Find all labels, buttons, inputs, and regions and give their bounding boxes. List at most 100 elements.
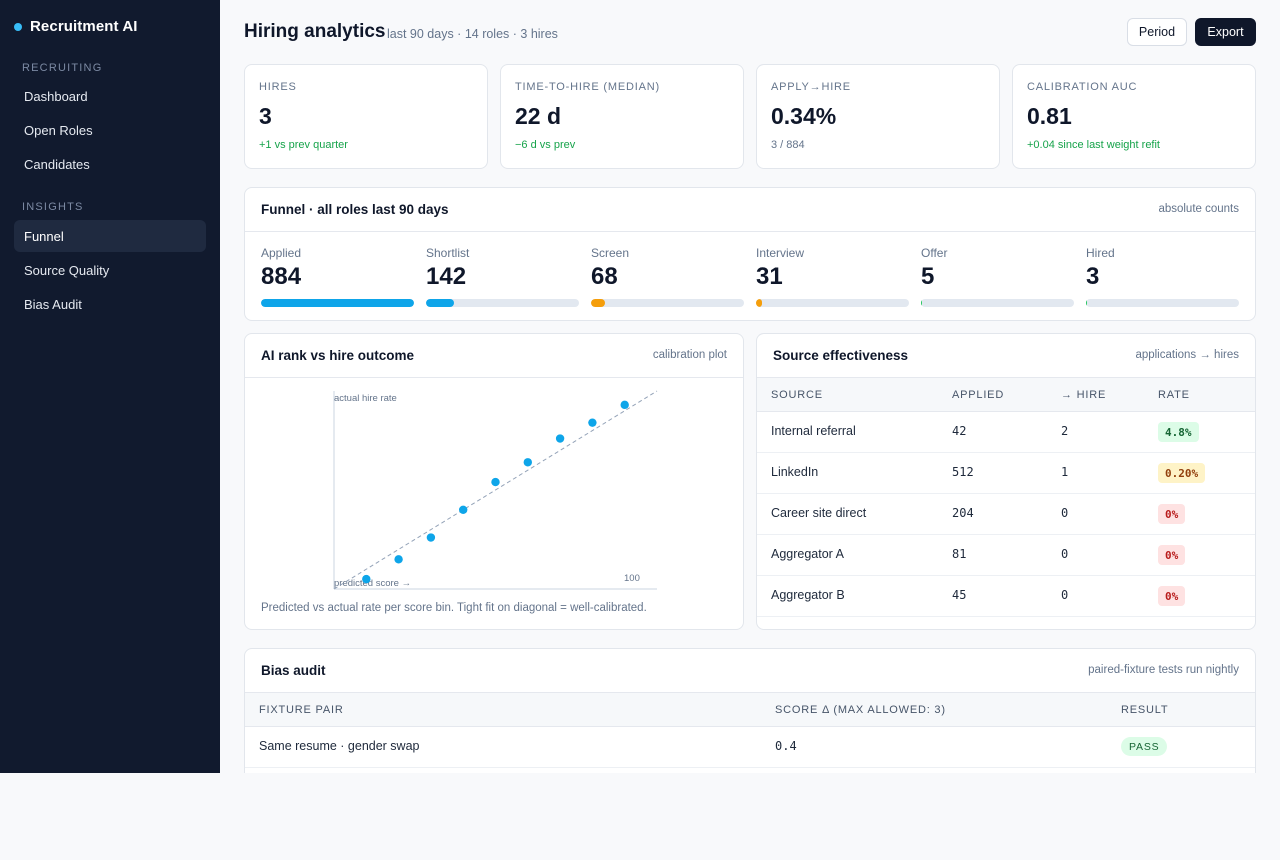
- period-button[interactable]: Period: [1127, 18, 1187, 46]
- sidebar-item-funnel[interactable]: Funnel: [14, 220, 206, 252]
- rate-badge: 4.8%: [1158, 422, 1199, 442]
- page-subtitle: last 90 days · 14 roles · 3 hires: [387, 27, 558, 41]
- funnel-stage-value: 884: [261, 263, 302, 290]
- funnel-stage-bar: [591, 299, 744, 307]
- col-result: RESULT: [1121, 704, 1169, 716]
- sidebar-item-label: Open Roles: [24, 122, 93, 138]
- funnel-stage-bar: [756, 299, 909, 307]
- source-name: Internal referral: [771, 424, 856, 438]
- funnel-stage-offer: Offer 5: [921, 246, 1074, 307]
- calibration-point: [523, 458, 532, 467]
- funnel-stage-value: 3: [1086, 263, 1100, 290]
- export-button[interactable]: Export: [1195, 18, 1256, 46]
- calibration-panel: AI rank vs hire outcome calibration plot…: [244, 333, 744, 630]
- funnel-stage-value: 31: [756, 263, 783, 290]
- kpi-value: 0.34%: [771, 103, 837, 129]
- bias-title: Bias audit: [261, 663, 326, 678]
- funnel-stage-interview: Interview 31: [756, 246, 909, 307]
- kpi-value: 0.81: [1027, 103, 1072, 129]
- sidebar-item-bias-audit[interactable]: Bias Audit: [14, 288, 206, 320]
- funnel-stage-label: Screen: [591, 246, 630, 260]
- source-hires: 0: [1061, 547, 1069, 561]
- score-delta: 0.4: [775, 739, 797, 753]
- source-hires: 2: [1061, 424, 1069, 438]
- funnel-stage-label: Offer: [921, 246, 948, 260]
- source-applied: 81: [952, 547, 967, 561]
- sidebar-item-label: Bias Audit: [24, 296, 82, 312]
- calibration-panel-header: AI rank vs hire outcome calibration plot: [245, 334, 743, 378]
- source-name: Career site direct: [771, 506, 867, 520]
- page-footer-space: [0, 773, 1280, 860]
- source-applied: 42: [952, 424, 967, 438]
- x-tick-label: 100: [624, 573, 640, 584]
- funnel-stage-fill: [591, 299, 605, 307]
- funnel-stage-value: 5: [921, 263, 935, 290]
- source-name: Aggregator B: [771, 588, 845, 602]
- kpi-label: TIME-TO-HIRE (MEDIAN): [515, 81, 660, 93]
- sidebar-item-label: Funnel: [24, 228, 64, 244]
- bias-panel: Bias audit paired-fixture tests run nigh…: [244, 648, 1256, 788]
- kpi-card-calibration-auc: CALIBRATION AUC 0.81 +0.04 since last we…: [1012, 64, 1256, 169]
- kpi-card-hires: HIRES 3 +1 vs prev quarter: [244, 64, 488, 169]
- sidebar-item-label: Dashboard: [24, 88, 88, 104]
- funnel-stage-bar: [426, 299, 579, 307]
- sidebar-item-source-quality[interactable]: Source Quality: [14, 254, 206, 286]
- col-applied: APPLIED: [952, 389, 1005, 401]
- funnel-stage-label: Applied: [261, 246, 302, 260]
- calibration-point: [588, 418, 597, 427]
- funnel-stage-fill: [921, 299, 922, 307]
- kpi-label: CALIBRATION AUC: [1027, 81, 1138, 93]
- funnel-stage-value: 68: [591, 263, 618, 290]
- source-title: Source effectiveness: [773, 348, 909, 363]
- col-rate: RATE: [1158, 389, 1190, 401]
- funnel-stage-bar: [921, 299, 1074, 307]
- bias-meta: paired-fixture tests run nightly: [1088, 664, 1239, 676]
- source-hires: 0: [1061, 506, 1069, 520]
- bias-panel-header: Bias audit paired-fixture tests run nigh…: [245, 649, 1255, 693]
- kpi-value: 3: [259, 103, 272, 129]
- sidebar-item-open-roles[interactable]: Open Roles: [14, 114, 206, 146]
- calibration-point: [459, 505, 468, 514]
- result-badge: PASS: [1121, 737, 1168, 756]
- source-applied: 45: [952, 588, 967, 602]
- brand: Recruitment AI: [14, 18, 138, 35]
- kpi-note: +1 vs prev quarter: [259, 139, 348, 151]
- brand-name: Recruitment AI: [30, 18, 138, 35]
- funnel-stage-fill: [426, 299, 455, 307]
- sidebar-item-candidates[interactable]: Candidates: [14, 148, 206, 180]
- col-hire: → HIRE: [1061, 389, 1107, 401]
- source-hires: 0: [1061, 588, 1069, 602]
- table-row: LinkedIn 512 1 0.20%: [757, 453, 1255, 494]
- sidebar-item-dashboard[interactable]: Dashboard: [14, 80, 206, 112]
- calibration-point: [426, 533, 436, 542]
- source-hires: 1: [1061, 465, 1069, 479]
- nav-section-recruiting: RECRUITING: [22, 62, 103, 74]
- kpi-label: HIRES: [259, 81, 297, 93]
- kpi-card-time-to-hire: TIME-TO-HIRE (MEDIAN) 22 d −6 d vs prev: [500, 64, 744, 169]
- brand-dot-icon: [14, 22, 22, 31]
- rate-badge: 0%: [1158, 586, 1186, 606]
- funnel-stage-applied: Applied 884: [261, 246, 414, 307]
- rate-badge: 0%: [1158, 504, 1186, 524]
- funnel-stage-bar: [261, 299, 414, 307]
- calibration-caption: Predicted vs actual rate per score bin. …: [261, 602, 647, 614]
- source-table-header: SOURCE APPLIED → HIRE RATE: [757, 378, 1255, 412]
- sidebar-item-label: Source Quality: [24, 262, 110, 278]
- col-score-delta: SCORE Δ (MAX ALLOWED: 3): [775, 704, 946, 716]
- funnel-panel-header: Funnel · all roles last 90 days absolute…: [245, 188, 1255, 232]
- funnel-stage-fill: [756, 299, 763, 307]
- calibration-meta: calibration plot: [652, 349, 727, 361]
- source-name: LinkedIn: [771, 465, 819, 479]
- funnel-stage-value: 142: [426, 263, 467, 290]
- funnel-stage-hired: Hired 3: [1086, 246, 1239, 307]
- calibration-point: [555, 434, 565, 443]
- table-row: Aggregator A 81 0 0%: [757, 535, 1255, 576]
- funnel-stage-label: Shortlist: [426, 246, 470, 260]
- calibration-point: [394, 555, 403, 564]
- source-applied: 204: [952, 506, 974, 520]
- calibration-point: [491, 477, 500, 487]
- page-title: Hiring analytics: [244, 21, 386, 42]
- table-row: Career site direct 204 0 0%: [757, 494, 1255, 535]
- x-axis-label: predicted score →: [334, 578, 411, 589]
- source-panel: Source effectiveness applications → hire…: [756, 333, 1256, 630]
